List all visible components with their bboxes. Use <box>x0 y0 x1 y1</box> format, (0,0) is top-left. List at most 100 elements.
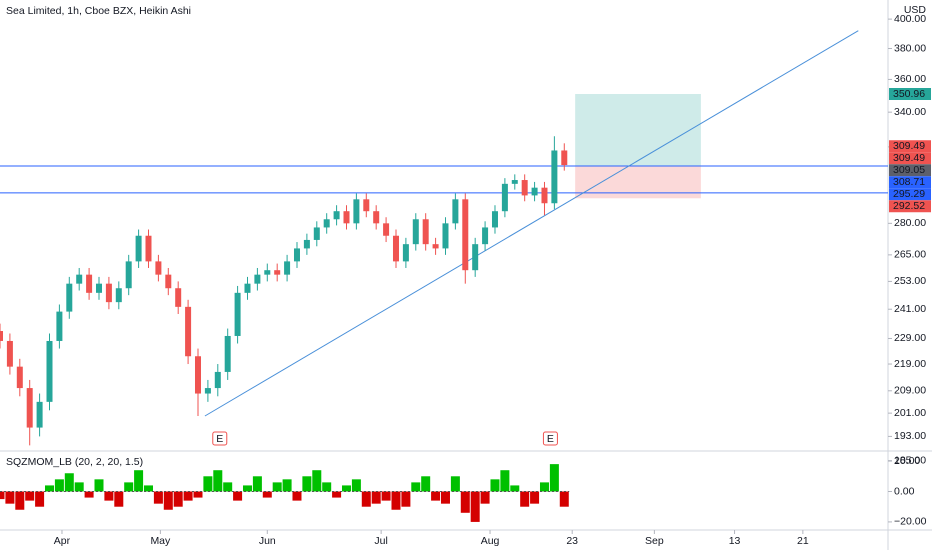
momentum-bar <box>440 491 450 504</box>
candle-body <box>135 235 142 262</box>
momentum-bar <box>411 482 421 492</box>
price-label-box <box>889 164 931 177</box>
candle-body <box>303 239 310 249</box>
candle-body <box>422 219 429 245</box>
momentum-bar <box>361 491 371 507</box>
momentum-bar <box>64 473 74 492</box>
momentum-bar <box>341 485 351 492</box>
candle-body <box>333 211 340 220</box>
momentum-bar <box>143 485 153 492</box>
momentum-bar <box>302 476 312 492</box>
momentum-bar <box>539 482 549 492</box>
currency: USD <box>904 4 927 16</box>
momentum-bar <box>500 470 510 492</box>
momentum-bar <box>44 485 54 492</box>
y-tick-label: 241.00 <box>894 303 926 315</box>
momentum-bar <box>312 470 322 492</box>
indicator-y-tick-label: 20.00 <box>894 455 920 467</box>
momentum-bar <box>124 482 134 492</box>
momentum-bar <box>490 479 500 492</box>
candle-body <box>76 274 83 284</box>
candle-body <box>284 261 291 275</box>
candle-body <box>561 150 568 166</box>
momentum-bar <box>431 491 441 501</box>
target-zone <box>575 94 701 167</box>
momentum-bar <box>242 485 252 492</box>
candle-body <box>185 306 192 357</box>
y-tick-label: 253.00 <box>894 275 926 287</box>
candle-body <box>244 283 251 293</box>
indicator-title: SQZMOM_LB (20, 2, 20, 1.5) <box>6 456 143 468</box>
candle-body <box>511 180 518 184</box>
momentum-bar <box>114 491 124 507</box>
momentum-bar <box>322 482 332 492</box>
chart-title: Sea Limited, 1h, Cboe BZX, Heikin Ashi <box>6 5 191 17</box>
price-label-box <box>889 200 931 213</box>
price-label-box <box>889 140 931 153</box>
candle-body <box>26 388 33 428</box>
y-tick-label: 193.00 <box>894 430 926 442</box>
price-label: 309.49 <box>893 152 925 164</box>
candle-body <box>224 335 231 372</box>
momentum-bar <box>460 491 470 513</box>
candle-body <box>491 211 498 228</box>
price-label-box <box>889 88 931 101</box>
candle-body <box>323 219 330 228</box>
momentum-bar <box>510 485 520 492</box>
momentum-bar <box>520 491 530 507</box>
candle-body <box>165 274 172 289</box>
x-tick-label: Aug <box>481 535 500 547</box>
candle-body <box>16 366 23 389</box>
price-label: 292.52 <box>893 200 925 212</box>
momentum-bar <box>163 491 173 510</box>
candle-body <box>254 274 261 284</box>
event-label: E <box>216 433 223 445</box>
price-label: 350.96 <box>893 88 925 100</box>
candle-body <box>482 227 489 245</box>
momentum-bar <box>223 482 233 492</box>
candle-body <box>125 261 132 289</box>
candle-body <box>452 199 459 224</box>
price-label-box <box>889 176 931 189</box>
y-tick-label: 229.00 <box>894 332 926 344</box>
momentum-bar <box>530 491 540 504</box>
price-label: 295.29 <box>893 188 925 200</box>
candle-body <box>541 187 548 204</box>
x-tick-label: 23 <box>566 535 578 547</box>
candle-body <box>373 211 380 224</box>
candle-body <box>155 261 162 275</box>
candle-body <box>383 223 390 236</box>
y-tick-label: 340.00 <box>894 106 926 118</box>
x-tick-label: 21 <box>797 535 809 547</box>
candle-body <box>0 331 3 341</box>
price-label: 309.05 <box>893 164 925 176</box>
candle-body <box>531 187 538 196</box>
candle-body <box>95 283 102 293</box>
candle-body <box>194 356 201 394</box>
momentum-bar <box>84 491 94 498</box>
momentum-bar <box>549 464 559 492</box>
candle-body <box>264 270 271 275</box>
momentum-bar <box>421 476 431 492</box>
candle-body <box>204 388 211 394</box>
y-tick-label: 280.00 <box>894 217 926 229</box>
momentum-bar <box>25 491 35 501</box>
price-label-box <box>889 188 931 201</box>
candle-body <box>46 340 53 402</box>
momentum-bar <box>252 476 262 492</box>
candle-body <box>214 371 221 389</box>
momentum-bar <box>450 476 460 492</box>
candle-body <box>551 150 558 204</box>
momentum-bar <box>15 491 25 510</box>
candle-body <box>105 283 112 303</box>
momentum-bar <box>203 476 213 492</box>
y-tick-label: 265.00 <box>894 249 926 261</box>
momentum-bar <box>480 491 490 504</box>
candle-body <box>432 244 439 249</box>
candle-body <box>274 270 281 275</box>
y-tick-label: 380.00 <box>894 42 926 54</box>
momentum-bar <box>134 470 144 492</box>
x-tick-label: 13 <box>729 535 741 547</box>
momentum-bar <box>262 491 272 498</box>
